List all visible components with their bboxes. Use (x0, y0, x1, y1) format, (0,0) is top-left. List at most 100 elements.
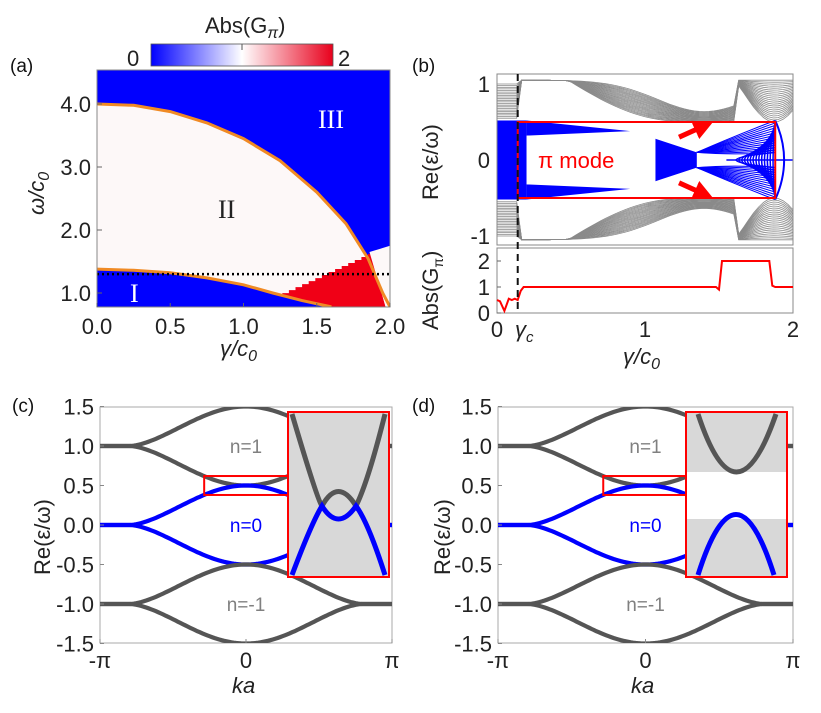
region-label-III: III (318, 105, 344, 134)
y-tick-label: 1.5 (63, 395, 94, 420)
y-tick-label: 1.0 (63, 434, 94, 459)
colorbar: Abs(Gπ) 0 2 (127, 13, 350, 71)
y-tick-label-a: 2.0 (60, 218, 91, 243)
blue-bands (497, 120, 793, 200)
axis-d: 1.5 1.0 0.5 0.0 -0.5 -1.0 -1.5-π 0 π (454, 395, 801, 674)
panel-label-b: (b) (412, 56, 435, 77)
y-tick-label: 0.5 (461, 474, 492, 499)
y-tick-label-b-top: 1 (478, 72, 490, 97)
band-label: n=1 (629, 437, 661, 458)
x-tick-label-a: 2.0 (375, 314, 406, 339)
blue-fan-line (696, 120, 776, 153)
x-axis-label-b: γ/c0 (623, 344, 660, 373)
blue-band-horn-bottom (526, 184, 631, 200)
y-tick-label-b-bottom: 0 (478, 301, 490, 326)
gray-band-line (497, 79, 793, 123)
gamma-c-tick-label: γc (515, 317, 534, 346)
band-label: n=0 (629, 516, 661, 537)
y-axis-label-b-top: Re(ε/ω) (418, 124, 443, 200)
inset-upper-band (289, 413, 388, 512)
panel-d: (d) n=1 n=0 n=-1 1.5 1.0 0.5 0.0 -0.5 -1.0 -1.5-… (412, 395, 801, 699)
band-label: n=-1 (227, 595, 266, 616)
band-n=-1-branch (100, 562, 392, 607)
x-tick-label: π (785, 648, 800, 673)
x-tick-label-b: 0 (491, 317, 503, 342)
x-tick-label-b: 2 (787, 317, 799, 342)
y-axis-label-b-bottom: Abs(Gπ) (418, 251, 446, 330)
lower-boundary-curve (97, 267, 332, 307)
gray-band-line (497, 197, 793, 241)
y-tick-label-a: 3.0 (60, 155, 91, 180)
blue-band-block (497, 120, 527, 200)
y-axis-label-c: Re(ε/ω) (30, 499, 55, 575)
x-tick-label-a: 0.5 (155, 314, 186, 339)
x-axis-label-c: ka (232, 673, 255, 698)
colorbar-min-label: 0 (127, 46, 139, 71)
band-plot-area (497, 79, 793, 241)
band-label: n=-1 (626, 595, 665, 616)
inset-border (287, 411, 390, 578)
inset-upper-band (695, 413, 779, 475)
panel-c: (c) n=1 n=0 n=-1 1.5 1.0 0.5 0.0 -0.5 -1.0 -1.5-… (12, 395, 400, 699)
blue-bowtie (655, 138, 697, 182)
y-tick-label-b-bottom: 1 (478, 275, 490, 300)
y-tick-label-a: 4.0 (60, 92, 91, 117)
upper-boundary-curve (97, 102, 390, 307)
inset-lower-band (289, 501, 388, 576)
x-axis-label-a: γ/c0 (220, 336, 257, 365)
inset-c (287, 411, 390, 578)
x-tick-label: -π (89, 648, 112, 673)
red-arrow (678, 120, 714, 140)
x-axis-label-d: ka (631, 673, 654, 698)
blue-fan-line (696, 167, 776, 200)
panel-label-a: (a) (10, 56, 33, 77)
region-label-II: II (218, 195, 235, 224)
x-tick-label-b: 1 (639, 317, 651, 342)
panel-label-c: (c) (12, 396, 34, 417)
band-n=-1-branch (498, 601, 793, 643)
region-II-fill (97, 104, 390, 307)
band-n=-1-branch (498, 562, 793, 607)
y-axis-label-d: Re(ε/ω) (430, 499, 455, 575)
plot-frame-b-top (496, 73, 794, 246)
y-tick-label: -1.0 (56, 592, 94, 617)
pi-mode-gap (526, 135, 656, 185)
band-labels-d: n=1 n=0 n=-1 (626, 437, 665, 616)
region-label-I: I (130, 279, 139, 308)
y-tick-label-b-bottom: 2 (478, 249, 490, 274)
band-label: n=0 (230, 516, 262, 537)
band-label: n=1 (230, 437, 262, 458)
y-tick-label: -0.5 (454, 553, 492, 578)
y-tick-label: 0.0 (461, 513, 492, 538)
x-tick-label-a: 0.0 (82, 314, 113, 339)
pi-mode-annotation: π mode (538, 148, 614, 173)
inset-border (685, 411, 788, 578)
abs-g-pi-line (496, 260, 793, 314)
axis-a: 1.0 2.0 3.0 4.0 0.0 0.5 1.0 1.5 2.0 (60, 92, 405, 339)
panel-a: (a) Abs(Gπ) 0 2 III II I 1.0 2.0 3.0 4.0 0.0… (10, 13, 405, 365)
blue-right-edge (774, 120, 786, 200)
region-red-fill (272, 253, 386, 307)
axis-c: 1.5 1.0 0.5 0.0 -0.5 -1.0 -1.5-π 0 π (56, 395, 400, 674)
y-tick-label: -1.5 (454, 632, 492, 657)
region-white-wedge (369, 245, 390, 307)
y-tick-label: 1.5 (461, 395, 492, 420)
heatmap-area (97, 70, 390, 307)
blue-band-horn-top (526, 120, 631, 136)
x-tick-label-a: 1.0 (228, 314, 259, 339)
plot-frame-b-bottom (496, 247, 794, 314)
x-tick-label-a: 1.5 (301, 314, 332, 339)
colorbar-title: Abs(Gπ) (205, 13, 285, 42)
x-tick-label: π (384, 648, 399, 673)
gray-bands (497, 79, 793, 241)
band-n=-1-branch (100, 601, 392, 643)
inset-lower-band (695, 512, 777, 576)
x-tick-label: 0 (240, 648, 252, 673)
y-tick-label: 0.0 (63, 513, 94, 538)
y-tick-label: -1.5 (56, 632, 94, 657)
red-arrow (678, 180, 714, 200)
y-tick-label: 0.5 (63, 474, 94, 499)
panel-label-d: (d) (412, 396, 435, 417)
